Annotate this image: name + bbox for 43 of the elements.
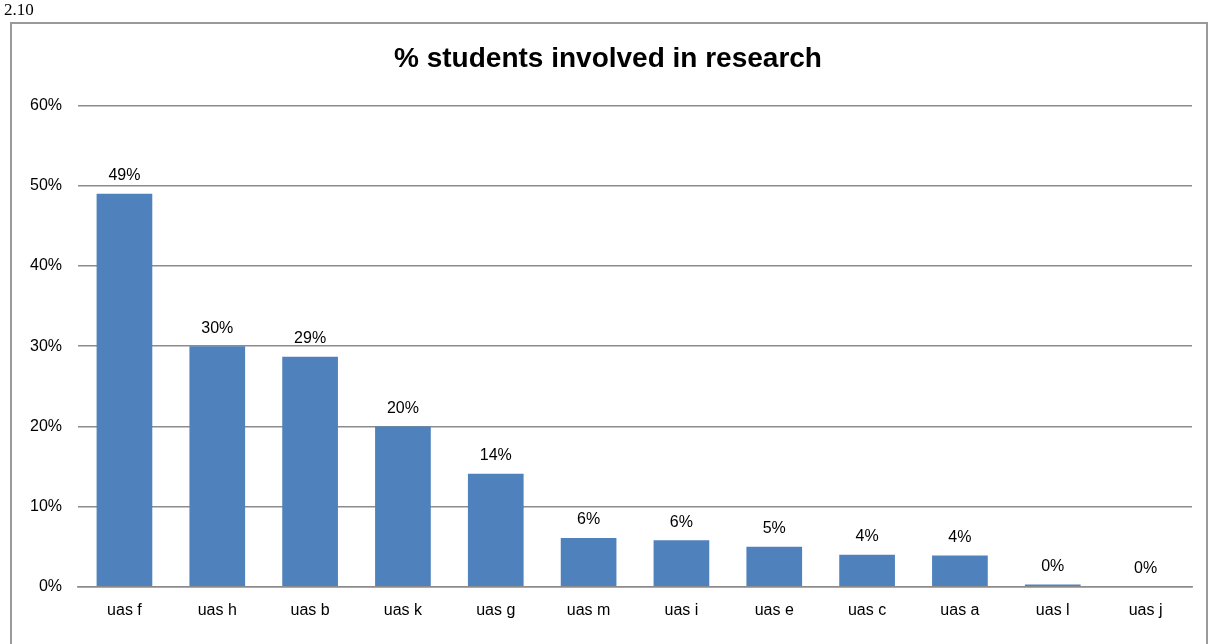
bar — [839, 554, 895, 587]
bar — [189, 346, 246, 587]
data-label: 30% — [201, 318, 234, 336]
bar — [96, 193, 153, 587]
data-label: 49% — [108, 166, 141, 184]
bar — [467, 473, 524, 587]
x-tick-label: uas f — [107, 600, 143, 618]
x-tick-label: uas b — [290, 600, 330, 618]
x-tick-label: uas g — [476, 600, 516, 618]
x-tick-label: uas h — [197, 600, 237, 618]
y-tick-label: 30% — [29, 336, 63, 354]
x-tick-label: uas i — [664, 600, 699, 618]
y-tick-label: 40% — [29, 256, 63, 274]
data-label: 6% — [669, 512, 693, 530]
bar — [375, 426, 431, 587]
data-label: 29% — [294, 329, 327, 347]
bar — [282, 356, 338, 587]
text: 2.10 — [4, 0, 34, 20]
bar — [653, 540, 710, 587]
x-tick-label: uas k — [383, 600, 424, 618]
y-tick-label: 0% — [38, 577, 63, 595]
bar — [932, 555, 988, 587]
bar — [746, 546, 803, 587]
x-tick-label: uas c — [847, 600, 887, 618]
bar — [560, 537, 617, 587]
data-label: 0% — [1041, 556, 1065, 574]
y-tick-label: 20% — [29, 416, 63, 434]
x-tick-label: uas e — [754, 600, 794, 618]
data-label: 0% — [1134, 559, 1158, 577]
x-tick-label: uas l — [1035, 600, 1070, 618]
y-tick-label: 50% — [29, 176, 63, 194]
chart-title: % students involved in research — [394, 41, 822, 73]
data-label: 6% — [577, 510, 601, 528]
data-label: 20% — [386, 398, 419, 416]
data-label: 5% — [762, 519, 786, 537]
x-tick-label: uas m — [566, 600, 611, 618]
y-tick-label: 60% — [29, 96, 63, 114]
data-label: 4% — [855, 527, 879, 545]
data-label: 4% — [948, 527, 972, 545]
x-tick-label: uas a — [940, 600, 980, 618]
x-tick-label: uas j — [1128, 600, 1163, 618]
y-tick-label: 10% — [29, 497, 63, 515]
data-label: 14% — [479, 446, 512, 464]
